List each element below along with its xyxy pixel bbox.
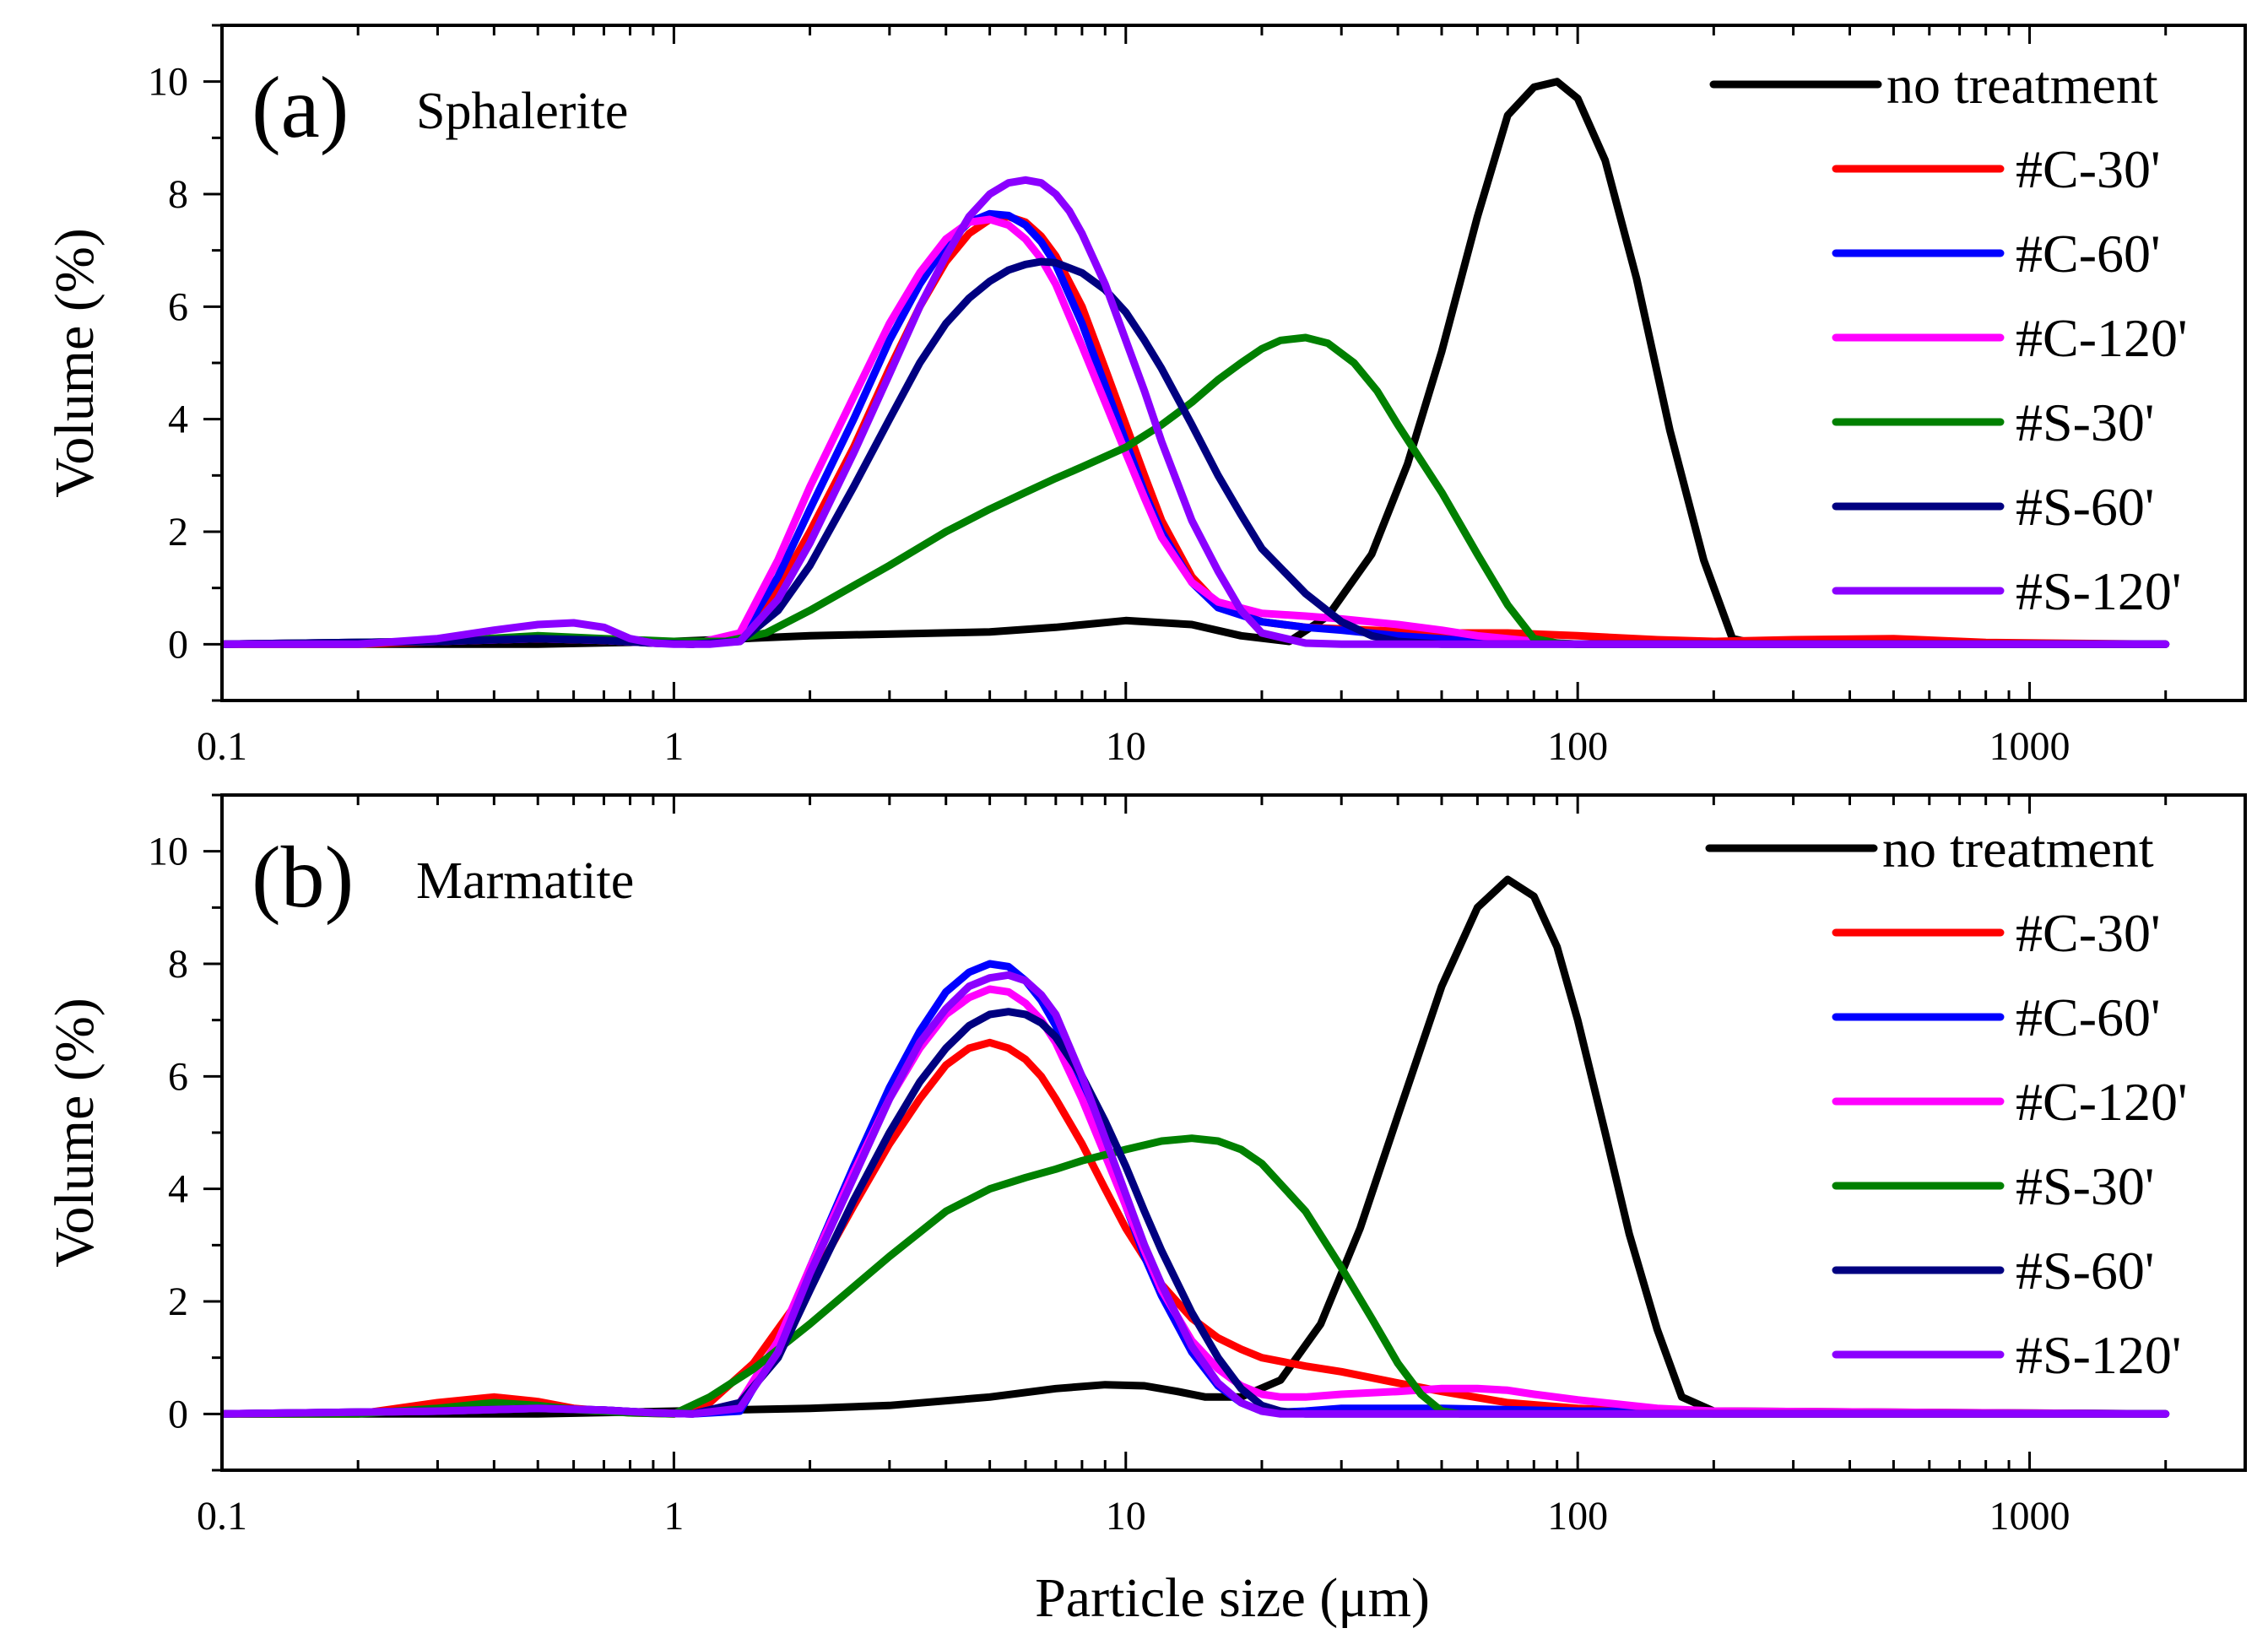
- panel-title: Marmatite: [416, 852, 634, 910]
- legend-label: #S-30': [2016, 1156, 2154, 1216]
- x-tick-label: 1000: [1989, 724, 2070, 769]
- legend-label: #C-30': [2016, 139, 2161, 199]
- panel-title: Sphalerite: [416, 83, 628, 140]
- series-line--c-120: [222, 985, 2170, 1418]
- legend-label: #S-120': [2016, 561, 2181, 621]
- series-line--s-120: [222, 971, 2170, 1418]
- legend-label: #S-30': [2016, 392, 2154, 452]
- y-tick-label: 10: [148, 830, 188, 874]
- series-line-no-treatment: [222, 78, 2170, 648]
- x-ticks: 0.1 1 10 100 1000: [197, 25, 2247, 769]
- y-ticks: 0 2 4 6 8 10: [148, 24, 222, 702]
- legend-label: #C-120': [2016, 308, 2188, 368]
- series-lines: [222, 78, 2170, 648]
- legend-label: no treatment: [1882, 819, 2154, 879]
- legend-label: #C-60': [2016, 224, 2161, 284]
- y-axis-title: Volume (%): [44, 998, 106, 1268]
- x-tick-label: 0.1: [197, 1494, 247, 1539]
- y-tick-label: 0: [168, 1392, 188, 1436]
- y-tick-label: 6: [168, 284, 188, 329]
- legend-label: #S-120': [2016, 1325, 2181, 1385]
- panel-label: (a): [252, 59, 349, 156]
- y-axis-title: Volume (%): [44, 228, 106, 498]
- legend-label: #C-30': [2016, 903, 2161, 963]
- legend-label: no treatment: [1886, 55, 2158, 115]
- legend-label: #C-60': [2016, 987, 2161, 1047]
- series-line-no-treatment: [222, 875, 2170, 1418]
- y-tick-label: 0: [168, 622, 188, 667]
- y-ticks: 0 2 4 6 8 10: [148, 793, 222, 1472]
- y-tick-label: 8: [168, 172, 188, 217]
- x-tick-label: 0.1: [197, 724, 247, 769]
- legend-label: #C-120': [2016, 1072, 2188, 1132]
- x-tick-label: 100: [1547, 1494, 1608, 1539]
- panel-label: (b): [252, 829, 354, 926]
- x-axis-title: Particle size (μm): [1035, 1567, 1430, 1629]
- x-tick-label: 10: [1106, 724, 1146, 769]
- y-tick-label: 2: [168, 510, 188, 554]
- legend: no treatment #C-30' #C-60' #C-120' #S-30' #S-…: [1705, 819, 2188, 1385]
- x-tick-label: 1: [663, 1494, 684, 1539]
- panel-a: 0.1 1 10 100 1000 0 2 4 6 8 10 Volume (%) (a) Sphaler…: [44, 24, 2247, 769]
- x-tick-label: 1000: [1989, 1494, 2070, 1539]
- y-tick-label: 4: [168, 398, 188, 442]
- series-line--s-120: [222, 176, 2170, 648]
- legend: no treatment #C-30' #C-60' #C-120' #S-30' #S-…: [1709, 55, 2188, 621]
- legend-label: #S-60': [2016, 477, 2154, 537]
- y-tick-label: 8: [168, 942, 188, 987]
- x-tick-label: 10: [1106, 1494, 1146, 1539]
- y-tick-label: 10: [148, 60, 188, 105]
- legend-label: #S-60': [2016, 1241, 2154, 1301]
- y-tick-label: 6: [168, 1054, 188, 1099]
- y-tick-label: 4: [168, 1167, 188, 1212]
- x-tick-label: 1: [663, 724, 684, 769]
- series-lines: [222, 875, 2170, 1418]
- panel-b: 0.1 1 10 100 1000 0 2 4 6 8 10 Volume (%) (b) Marmati…: [44, 793, 2247, 1539]
- x-tick-label: 100: [1547, 724, 1608, 769]
- x-ticks: 0.1 1 10 100 1000: [197, 795, 2247, 1539]
- y-tick-label: 2: [168, 1279, 188, 1324]
